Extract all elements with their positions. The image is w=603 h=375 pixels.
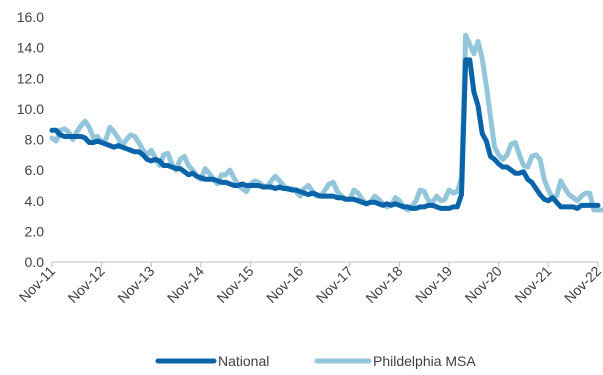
x-tick-label: Nov-12 (65, 263, 108, 306)
x-tick-label: Nov-21 (511, 263, 554, 306)
legend-label: National (218, 353, 269, 369)
legend-label: Phildelphia MSA (373, 353, 476, 369)
y-tick-label: 16.0 (17, 9, 44, 25)
series-layer (49, 32, 603, 213)
x-tick-label: Nov-19 (412, 263, 455, 306)
x-tick-label: Nov-20 (462, 263, 505, 306)
x-axis: Nov-11 Nov-12 Nov-13 Nov-14 Nov-15 Nov-16 Nov-… (16, 261, 603, 306)
y-tick-label: 0.0 (25, 254, 45, 270)
y-tick-label: 14.0 (17, 40, 44, 56)
y-axis: 0.0 2.0 4.0 6.0 8.0 10.0 12.0 14.0 16.0 (17, 9, 44, 270)
y-tick-label: 6.0 (25, 162, 45, 178)
y-tick-label: 2.0 (25, 223, 45, 239)
y-tick-label: 12.0 (17, 70, 44, 86)
x-tick-label: Nov-22 (561, 263, 603, 306)
series-line-philadelphia-msa (49, 32, 603, 213)
x-tick-label: Nov-15 (213, 263, 256, 306)
y-tick-label: 8.0 (25, 132, 45, 148)
y-tick-label: 4.0 (25, 193, 45, 209)
x-tick-label: Nov-13 (114, 263, 157, 306)
series-line-national (49, 57, 601, 211)
x-tick-label: Nov-17 (313, 263, 356, 306)
x-tick-label: Nov-16 (263, 263, 306, 306)
legend: National Phildelphia MSA (155, 353, 476, 369)
x-tick-label: Nov-14 (164, 263, 207, 306)
x-tick-label: Nov-18 (362, 263, 405, 306)
y-tick-label: 10.0 (17, 101, 44, 117)
